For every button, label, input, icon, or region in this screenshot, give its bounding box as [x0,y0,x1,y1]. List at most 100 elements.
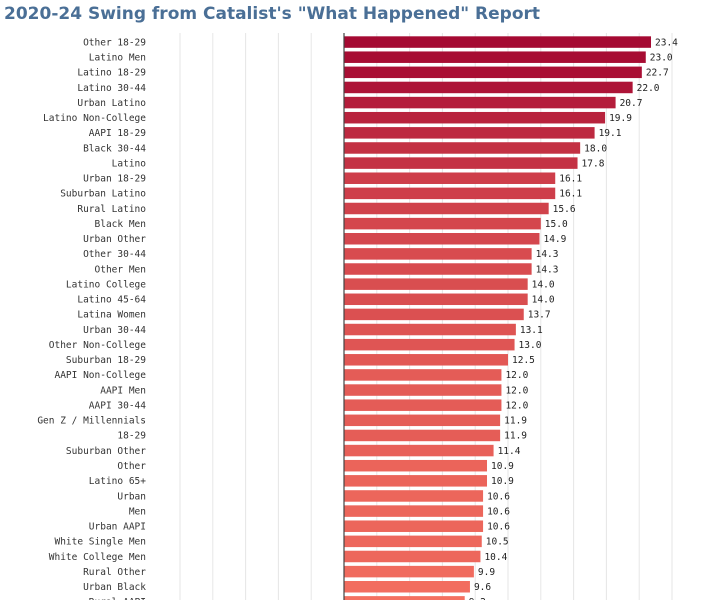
bar [344,263,532,275]
value-label: 15.0 [545,219,568,230]
bar [344,490,484,502]
value-label: 10.4 [484,552,507,563]
chart-title: 2020-24 Swing from Catalist's "What Happ… [4,4,541,24]
category-label: Urban Black [83,582,146,593]
bar [344,293,528,306]
category-label: Other Non-College [49,340,147,351]
value-label: 14.9 [543,234,566,245]
value-label: 14.3 [536,249,559,260]
value-label: 10.9 [491,476,514,487]
bar [344,127,595,139]
category-label: Black Men [95,219,146,230]
bar [344,248,532,260]
bars [344,36,652,600]
category-label: Latino 18-29 [77,68,146,79]
value-labels: 23.423.022.722.020.719.919.118.017.816.1… [469,37,678,600]
category-label: AAPI 30-44 [89,400,146,411]
bar [344,596,465,600]
bar [344,81,633,94]
bar [344,354,508,366]
category-label: Latino Men [89,52,146,63]
value-label: 10.6 [487,522,510,533]
value-label: 12.0 [505,385,528,396]
value-label: 10.6 [487,506,510,517]
bar [344,157,578,169]
bar [344,550,481,563]
bar [344,444,494,457]
value-label: 19.9 [609,113,632,124]
category-label: Rural Latino [77,204,146,215]
category-label: Urban 18-29 [83,174,146,185]
value-label: 10.9 [491,461,514,472]
category-label: Latino [112,158,147,169]
bar [344,565,474,578]
value-label: 14.0 [532,279,555,290]
bar [344,338,515,351]
bar [344,429,501,442]
value-label: 12.5 [512,355,535,366]
bar [344,66,642,79]
value-label: 10.6 [487,491,510,502]
bar [344,535,482,548]
category-label: Urban Latino [77,98,146,109]
category-label: Gen Z / Millennials [37,416,146,427]
bar [344,278,528,290]
value-label: 13.7 [528,310,551,321]
value-label: 23.4 [655,37,678,48]
category-label: Latino 30-44 [77,83,146,94]
category-label: White College Men [49,552,146,563]
bar [344,520,484,532]
value-label: 15.6 [553,204,576,215]
value-label: 13.0 [519,340,542,351]
bar [344,202,549,215]
bar [344,459,488,472]
category-label: AAPI Men [100,385,146,396]
bar [344,187,556,200]
category-label: Latino College [66,279,146,290]
bar [344,96,616,109]
value-label: 11.4 [498,446,521,457]
bar [344,172,556,184]
bar [344,399,502,411]
value-label: 9.9 [478,567,495,578]
category-label: Other 30-44 [83,249,146,260]
value-label: 12.0 [505,400,528,411]
value-label: 9.2 [469,597,486,600]
category-label: 18-29 [117,431,146,442]
value-label: 22.0 [637,83,660,94]
category-label: Other 18-29 [83,37,146,48]
bar [344,111,606,124]
category-label: Men [129,506,146,517]
category-label: Black 30-44 [83,143,146,154]
category-label: AAPI Non-College [54,370,146,381]
bar [344,475,488,487]
bar [344,142,581,154]
bar [344,369,502,381]
bar [344,233,540,245]
category-labels: Other 18-29 Latino Men Latino 18-29 Latino … [37,37,146,600]
category-label: Rural AAPI [89,597,146,600]
bar [344,217,541,230]
bar [344,51,646,63]
value-label: 18.0 [584,143,607,154]
category-label: Latino 65+ [89,476,146,487]
category-label: AAPI 18-29 [89,128,146,139]
value-label: 10.5 [486,537,509,548]
value-label: 19.1 [599,128,622,139]
bar [344,505,484,517]
value-label: 12.0 [505,370,528,381]
bar [344,36,652,48]
category-label: Suburban Other [66,446,146,457]
category-label: Urban [117,491,146,502]
value-label: 11.9 [504,431,527,442]
value-label: 9.6 [474,582,491,593]
bar [344,323,516,336]
value-label: 17.8 [582,158,605,169]
bar [344,308,524,321]
bar [344,580,470,593]
bar [344,384,502,396]
value-label: 11.9 [504,416,527,427]
category-label: Other Men [95,264,146,275]
value-label: 20.7 [620,98,643,109]
